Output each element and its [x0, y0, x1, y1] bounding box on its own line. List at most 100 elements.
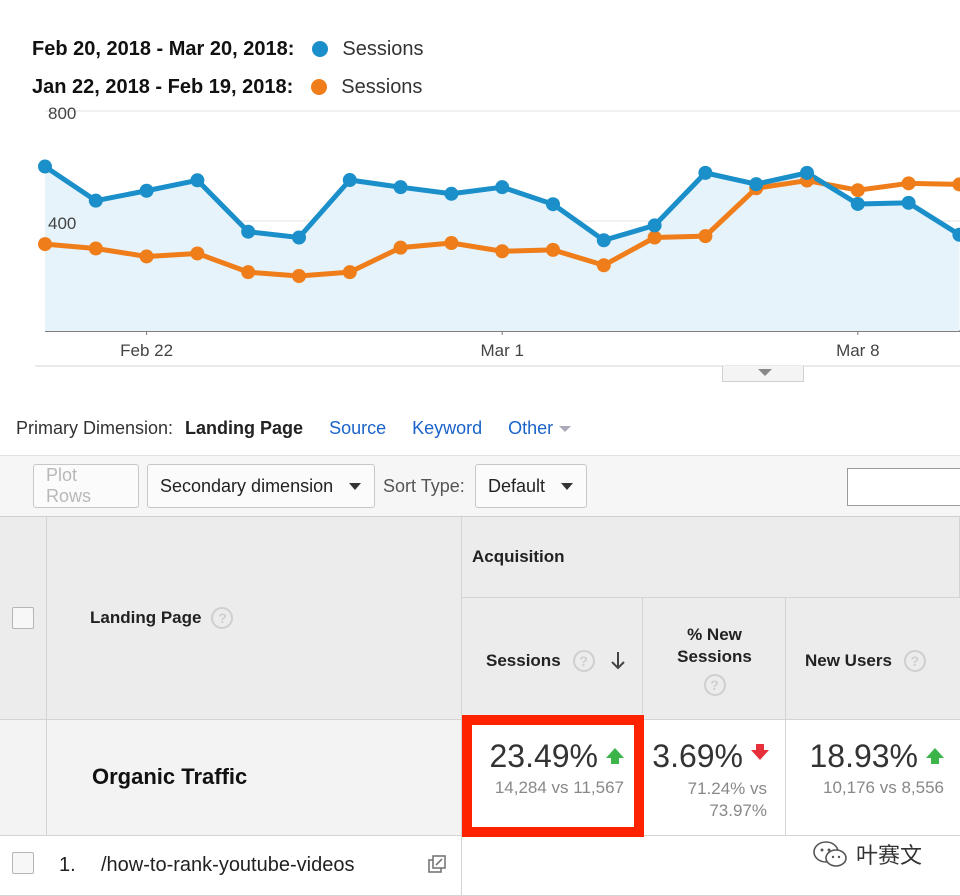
sort-type-dropdown[interactable]: Default [475, 464, 587, 508]
series-1-point-17 [901, 176, 916, 191]
series-1-point-1 [88, 241, 103, 256]
new-sessions-compare-line2: 73.97% [709, 801, 767, 820]
open-external-icon[interactable] [427, 854, 447, 874]
dimension-source-link[interactable]: Source [329, 418, 387, 438]
series-1-point-5 [292, 269, 306, 283]
series-0-point-3 [190, 173, 205, 188]
acquisition-header-label: Acquisition [472, 547, 565, 566]
row-landing-page-link[interactable]: /how-to-rank-youtube-videos [101, 854, 355, 876]
new-sessions-compare-line1: 71.24% vs [687, 779, 767, 798]
plot-rows-button[interactable]: Plot Rows [33, 464, 139, 508]
primary-dimension-bar: Primary Dimension: Landing Page Source K… [16, 418, 572, 439]
header-landing-page[interactable]: Landing Page ? [47, 517, 462, 720]
series-0-point-6 [342, 173, 357, 188]
header-sessions[interactable]: Sessions ? [462, 598, 643, 720]
chart-y-labels: 800 400 [48, 105, 76, 233]
table-toolbar: Plot Rows Secondary dimension Sort Type:… [0, 455, 960, 517]
header-acquisition-group: Acquisition [462, 517, 960, 598]
help-icon[interactable]: ? [211, 607, 234, 629]
caret-down-icon [349, 482, 362, 490]
series-1-point-8 [444, 236, 459, 250]
series-0-point-10 [546, 197, 560, 212]
table-row: 1. /how-to-rank-youtube-videos [47, 836, 462, 896]
series-1-point-18 [952, 177, 960, 192]
help-icon[interactable]: ? [572, 650, 595, 672]
series-1-point-9 [495, 244, 510, 259]
wechat-watermark: 叶赛文 [812, 838, 922, 870]
dimension-keyword-link[interactable]: Keyword [412, 418, 483, 438]
new-users-compare-value: 10,176 vs 8,556 [823, 778, 944, 797]
series-0-point-9 [495, 180, 510, 195]
new-users-header-label: New Users [805, 651, 892, 670]
legend-dot-blue [312, 41, 329, 57]
legend-dot-orange [311, 79, 328, 95]
sort-descending-icon [610, 652, 625, 670]
caret-down-icon [559, 425, 572, 432]
series-0-point-1 [88, 193, 103, 208]
summary-label-cell: Organic Traffic [47, 720, 462, 836]
series-0-point-5 [292, 230, 306, 245]
legend-date-range: Jan 22, 2018 - Feb 19, 2018: [32, 75, 294, 98]
series-0-point-15 [800, 165, 814, 180]
series-0-point-7 [393, 180, 408, 195]
row-checkbox[interactable] [12, 852, 34, 874]
chart-x-labels: Feb 22 Mar 1 Mar 8 [120, 331, 880, 360]
sort-type-value: Default [488, 475, 546, 496]
chart-points-layer [38, 159, 960, 283]
series-0-point-11 [596, 233, 611, 248]
sessions-line-chart: 800 400 Feb 22 Mar 1 Mar 8 [0, 105, 960, 395]
landing-page-header-label: Landing Page [90, 608, 202, 627]
series-0-point-12 [647, 218, 662, 233]
arrow-up-icon [926, 747, 944, 764]
legend-row-previous: Jan 22, 2018 - Feb 19, 2018: Sessions [32, 68, 424, 106]
legend-series-name: Sessions [342, 37, 424, 60]
row-checkbox-cell [0, 836, 47, 896]
data-table: Landing Page ? Acquisition Sessions ? % … [0, 517, 960, 896]
chevron-down-icon [758, 369, 772, 376]
header-new-sessions[interactable]: % New Sessions ? [643, 598, 786, 720]
x-tick-label: Feb 22 [120, 341, 173, 360]
chart-svg: 800 400 Feb 22 Mar 1 Mar 8 [35, 105, 960, 367]
series-0-point-13 [698, 165, 713, 180]
x-tick-label: Mar 8 [836, 341, 879, 360]
series-0-point-4 [241, 224, 256, 239]
sessions-change-value: 23.49% [489, 738, 598, 774]
x-tick-label: Mar 1 [480, 341, 523, 360]
series-0-point-8 [444, 186, 459, 201]
series-1-point-13 [698, 229, 713, 244]
watermark-text: 叶赛文 [856, 843, 923, 868]
y-tick-label: 800 [48, 105, 76, 123]
legend-series-name: Sessions [341, 75, 423, 98]
new-sessions-header-line1: % New [687, 625, 742, 644]
series-1-point-7 [393, 240, 408, 255]
legend-row-current: Feb 20, 2018 - Mar 20, 2018: Sessions [32, 30, 424, 68]
dimension-other-dropdown[interactable]: Other [508, 418, 572, 439]
row-sessions-cell [462, 836, 643, 896]
header-new-users[interactable]: New Users ? [786, 598, 960, 720]
series-1-point-11 [596, 258, 611, 273]
new-sessions-header-line2: Sessions [677, 647, 752, 666]
series-1-point-4 [241, 265, 256, 280]
secondary-dimension-label: Secondary dimension [160, 475, 334, 496]
arrow-up-icon [606, 747, 624, 764]
help-icon[interactable]: ? [703, 674, 726, 696]
summary-new-users-cell: 18.93% 10,176 vs 8,556 [786, 720, 960, 836]
caret-down-icon [561, 482, 574, 490]
chart-collapse-handle[interactable] [722, 366, 804, 382]
sessions-header-label: Sessions [486, 651, 561, 670]
primary-dimension-label: Primary Dimension: [16, 418, 174, 438]
help-icon[interactable]: ? [903, 650, 926, 672]
series-0-point-14 [749, 177, 764, 192]
summary-sessions-cell: 23.49% 14,284 vs 11,567 [462, 720, 643, 836]
row-index: 1. [59, 854, 76, 876]
secondary-dimension-dropdown[interactable]: Secondary dimension [147, 464, 375, 508]
series-1-point-10 [546, 242, 560, 257]
series-1-point-16 [850, 183, 865, 198]
plot-rows-label: Plot Rows [46, 465, 92, 506]
table-search-input[interactable] [847, 468, 960, 506]
series-0-point-17 [901, 195, 916, 210]
select-all-checkbox[interactable] [12, 607, 34, 629]
summary-label: Organic Traffic [92, 764, 248, 789]
series-1-point-3 [190, 246, 205, 261]
new-sessions-change-value: 3.69% [652, 738, 743, 774]
